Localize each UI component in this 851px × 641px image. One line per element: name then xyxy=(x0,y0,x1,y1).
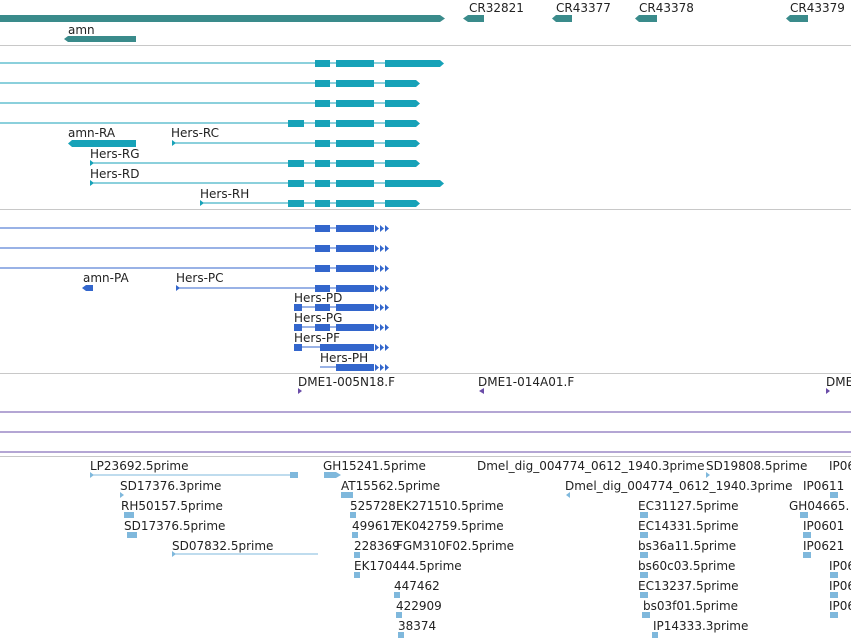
est-label[interactable]: AT15562.5prime xyxy=(341,479,441,493)
est-label[interactable]: EK271510.5prime xyxy=(396,499,504,513)
est-label[interactable]: GH04665. xyxy=(789,499,850,513)
transcript-label-hers-rd[interactable]: Hers-RD xyxy=(90,167,140,181)
est-label[interactable]: Dmel_dig_004774_0612_1940.3prime xyxy=(565,479,793,493)
gene-feature-long[interactable] xyxy=(0,15,440,22)
transcript-label-amn-pa[interactable]: amn-PA xyxy=(83,271,129,285)
est-label[interactable]: SD17376.5prime xyxy=(124,519,226,533)
est-label[interactable]: bs03f01.5prime xyxy=(643,599,739,613)
transcript-track-blue: amn-PA Hers-PC Hers-PD Hers-PG Hers-PF H… xyxy=(0,210,851,373)
track-separator xyxy=(0,456,851,457)
est-label[interactable]: IP0601 xyxy=(803,519,845,533)
est-label[interactable]: EK042759.5prime xyxy=(396,519,504,533)
track-separator xyxy=(0,373,851,374)
est-label[interactable]: IP14333.3prime xyxy=(653,619,749,633)
est-label[interactable]: IP0611 xyxy=(803,479,845,493)
transcript-label-hers-rc[interactable]: Hers-RC xyxy=(171,126,220,140)
est-label[interactable]: bs36a11.5prime xyxy=(638,539,737,553)
est-label[interactable]: 499617 xyxy=(352,519,398,533)
transcript-label-hers-pf[interactable]: Hers-PF xyxy=(294,331,341,345)
est-label[interactable]: EK170444.5prime xyxy=(354,559,462,573)
gene-amn[interactable] xyxy=(68,36,136,42)
est-label[interactable]: LP23692.5prime xyxy=(90,459,189,473)
track-separator xyxy=(0,45,851,46)
est-label[interactable]: SD07832.5prime xyxy=(172,539,274,553)
transcript-label-hers-ph[interactable]: Hers-PH xyxy=(320,351,369,365)
est-label[interactable]: IP06 xyxy=(829,599,851,613)
gene-label-cr32821: CR32821 xyxy=(469,1,524,15)
est-label[interactable]: IP0621 xyxy=(803,539,845,553)
gene-cr43379[interactable] xyxy=(790,15,808,22)
marker-label-3[interactable]: DME xyxy=(826,375,851,389)
marker-label-2[interactable]: DME1-014A01.F xyxy=(478,375,575,389)
est-drawing xyxy=(90,472,838,638)
est-label[interactable]: RH50157.5prime xyxy=(121,499,223,513)
gene-label-cr43377: CR43377 xyxy=(556,1,611,15)
marker-track: DME1-005N18.F DME1-014A01.F DME xyxy=(0,374,851,456)
est-label[interactable]: 228369 xyxy=(354,539,400,553)
track-separator xyxy=(0,209,851,210)
transcript-label-amn-ra[interactable]: amn-RA xyxy=(68,126,116,140)
est-label[interactable]: SD17376.3prime xyxy=(120,479,222,493)
transcript-label-hers-rh[interactable]: Hers-RH xyxy=(200,187,250,201)
gene-cr32821[interactable] xyxy=(468,15,484,22)
transcript-teal-drawing xyxy=(0,60,444,207)
est-label[interactable]: EC14331.5prime xyxy=(638,519,739,533)
transcript-track-teal: amn-RA Hers-RC Hers-RG Hers-RD Hers-RH xyxy=(0,46,851,209)
gene-track: CR32821 CR43377 CR43378 CR43379 amn xyxy=(0,0,851,45)
est-label[interactable]: 422909 xyxy=(396,599,442,613)
transcript-label-hers-rg[interactable]: Hers-RG xyxy=(90,147,140,161)
est-label[interactable]: Dmel_dig_004774_0612_1940.3prime xyxy=(477,459,705,473)
est-label[interactable]: FGM310F02.5prime xyxy=(396,539,515,553)
gene-label-amn: amn xyxy=(68,23,95,37)
transcript-blue-drawing xyxy=(0,225,389,371)
est-label[interactable]: GH15241.5prime xyxy=(323,459,426,473)
est-label[interactable]: EC13237.5prime xyxy=(638,579,739,593)
marker-drawing xyxy=(0,388,851,453)
est-label[interactable]: 525728 xyxy=(350,499,396,513)
gene-cr43378[interactable] xyxy=(639,15,657,22)
est-label[interactable]: 447462 xyxy=(394,579,440,593)
est-label[interactable]: SD19808.5prime xyxy=(706,459,808,473)
est-label[interactable]: bs60c03.5prime xyxy=(638,559,736,573)
est-label[interactable]: IP06 xyxy=(829,579,851,593)
gene-arrows xyxy=(64,15,790,42)
est-label[interactable]: IP06 xyxy=(829,459,851,473)
gene-cr43377[interactable] xyxy=(556,15,572,22)
transcript-label-hers-pc[interactable]: Hers-PC xyxy=(176,271,224,285)
gene-label-cr43379: CR43379 xyxy=(790,1,845,15)
est-label[interactable]: IP06 xyxy=(829,559,851,573)
gene-label-cr43378: CR43378 xyxy=(639,1,694,15)
marker-label-1[interactable]: DME1-005N18.F xyxy=(298,375,396,389)
transcript-label-hers-pd[interactable]: Hers-PD xyxy=(294,291,343,305)
est-label[interactable]: 38374 xyxy=(398,619,437,633)
est-label[interactable]: EC31127.5prime xyxy=(638,499,739,513)
est-track: LP23692.5prime SD17376.3prime RH50157.5p… xyxy=(0,457,851,641)
transcript-label-hers-pg[interactable]: Hers-PG xyxy=(294,311,343,325)
